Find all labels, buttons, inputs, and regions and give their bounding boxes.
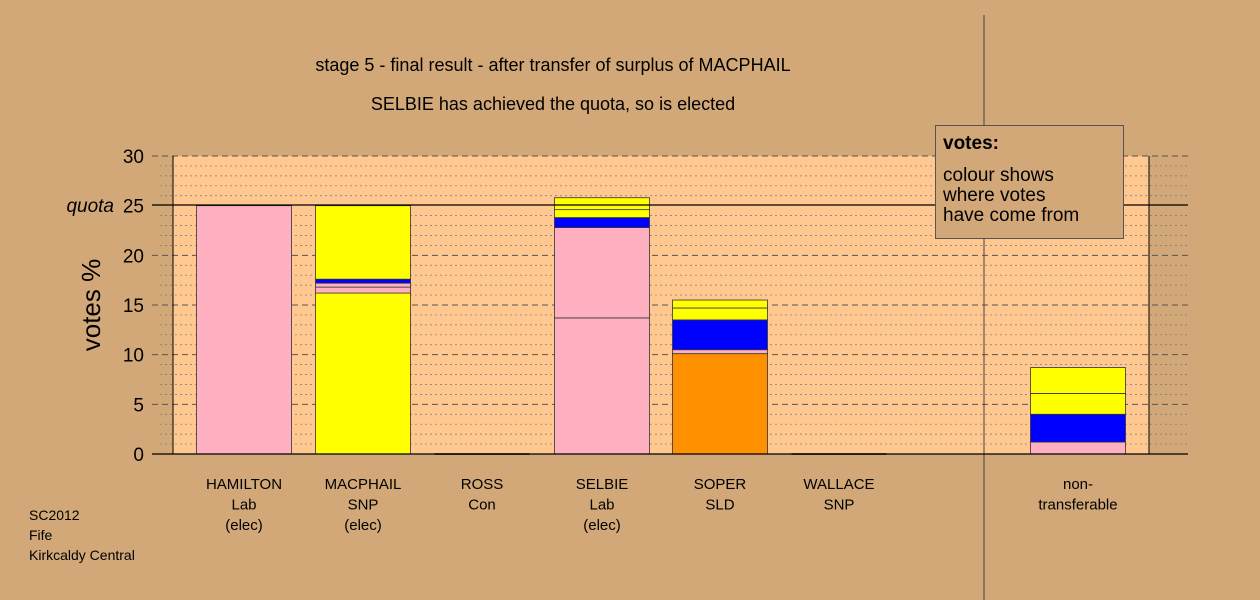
- legend-title: votes:: [943, 133, 999, 154]
- bar-segment: [1030, 413, 1126, 443]
- bar-segment: [672, 349, 768, 355]
- y-tick-label: 5: [133, 395, 144, 416]
- x-tick-label: ROSS: [461, 476, 504, 493]
- bar-segment: [672, 319, 768, 351]
- chart-title: stage 5 - final result - after transfer …: [315, 55, 790, 75]
- x-tick-label: SOPER: [694, 476, 747, 493]
- bars: [196, 197, 1126, 455]
- x-tick-labels: HAMILTON Lab (elec) MACPHAIL SNP (elec) ROSS Co…: [206, 476, 1118, 534]
- x-tick-label: SLD: [705, 497, 734, 514]
- x-tick-label: transferable: [1038, 497, 1117, 514]
- y-tick-label: 10: [123, 346, 144, 367]
- x-tick-label: SELBIE: [576, 476, 629, 493]
- ward-name: Kirkcaldy Central: [29, 547, 135, 563]
- bar-segment: [315, 205, 411, 280]
- bar-segment: [1030, 441, 1126, 455]
- x-tick-label: SNP: [348, 497, 379, 514]
- footer-info: SC2012 Fife Kirkcaldy Central: [29, 505, 135, 565]
- quota-label: quota: [66, 196, 114, 217]
- bar-segment: [554, 209, 650, 218]
- bar-segment: [1030, 367, 1126, 394]
- legend-line: colour shows: [943, 165, 1054, 186]
- y-tick-labels: 0 5 10 15 20 25 30: [123, 147, 144, 466]
- bar-segment: [315, 278, 411, 284]
- y-tick-label: 30: [123, 147, 144, 168]
- bar-segment: [196, 205, 292, 455]
- x-tick-label: Lab: [231, 497, 256, 514]
- x-tick-label: (elec): [344, 517, 382, 534]
- bar-segment: [554, 197, 650, 211]
- y-tick-label: 15: [123, 296, 144, 317]
- y-axis-label: votes %: [76, 259, 106, 352]
- bar-segment: [554, 217, 650, 228]
- legend-box: votes: colour shows where votes have com…: [935, 125, 1124, 239]
- bar-segment: [315, 282, 411, 288]
- x-tick-label: non-: [1063, 476, 1093, 493]
- y-tick-label: 25: [123, 197, 144, 218]
- legend-line: have come from: [943, 205, 1080, 226]
- bar-segment: [554, 227, 650, 319]
- council-name: Fife: [29, 527, 53, 543]
- x-tick-label: MACPHAIL: [325, 476, 402, 493]
- y-tick-label: 0: [133, 445, 144, 466]
- bar-segment: [315, 292, 411, 455]
- x-tick-label: (elec): [225, 517, 263, 534]
- bar-segment: [672, 353, 768, 455]
- x-tick-label: HAMILTON: [206, 476, 282, 493]
- x-tick-label: Lab: [589, 497, 614, 514]
- bar-segment: [315, 286, 411, 294]
- bar-segment: [554, 317, 650, 455]
- bar-segment: [1030, 393, 1126, 415]
- legend-line: where votes: [943, 185, 1046, 206]
- x-tick-label: SNP: [824, 497, 855, 514]
- x-tick-label: (elec): [583, 517, 621, 534]
- election-code: SC2012: [29, 507, 80, 523]
- chart-subtitle: SELBIE has achieved the quota, so is ele…: [371, 94, 735, 114]
- bar-segment: [672, 299, 768, 309]
- x-tick-label: Con: [468, 497, 496, 514]
- x-tick-label: WALLACE: [803, 476, 874, 493]
- bar-segment: [672, 307, 768, 321]
- y-tick-label: 20: [123, 246, 144, 267]
